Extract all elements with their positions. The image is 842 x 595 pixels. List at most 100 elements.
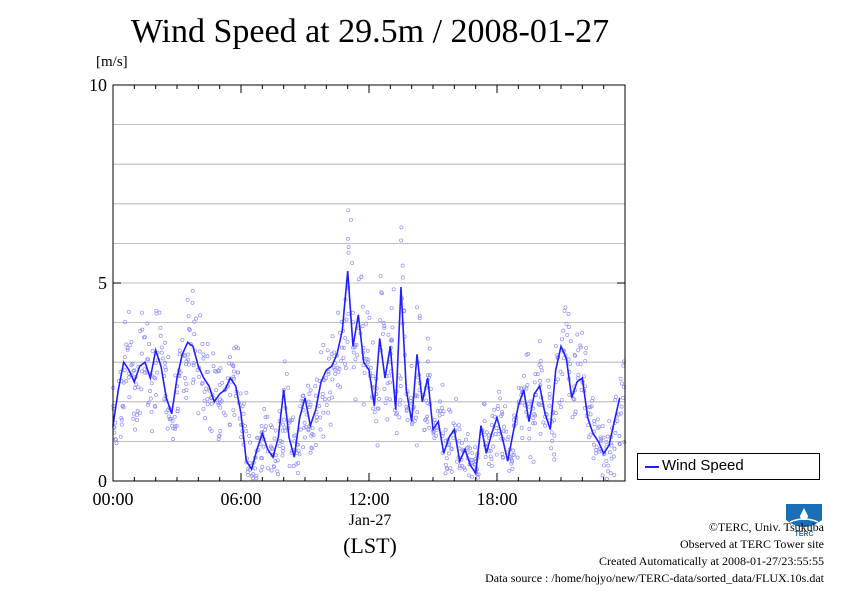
- data-point: [492, 407, 497, 412]
- data-point: [618, 376, 623, 381]
- data-point: [295, 471, 300, 475]
- data-point: [153, 404, 158, 409]
- data-point: [244, 390, 249, 395]
- data-point: [263, 427, 268, 432]
- data-point: [415, 394, 420, 399]
- data-point: [330, 377, 335, 382]
- data-point: [283, 428, 288, 433]
- data-point: [538, 431, 543, 436]
- data-point: [388, 397, 392, 402]
- data-point: [404, 404, 409, 409]
- data-point: [443, 427, 448, 432]
- data-point: [231, 369, 236, 374]
- chart-title: Wind Speed at 29.5m / 2008-01-27: [130, 13, 610, 50]
- data-point: [136, 385, 141, 390]
- data-point: [138, 410, 143, 415]
- data-point: [194, 316, 198, 321]
- data-point: [554, 343, 558, 348]
- data-point: [602, 463, 606, 468]
- data-point: [150, 429, 155, 434]
- data-point: [336, 310, 341, 315]
- data-point: [470, 450, 475, 455]
- data-point: [350, 260, 355, 265]
- data-point: [453, 423, 457, 428]
- data-point: [223, 413, 228, 418]
- data-point: [446, 451, 451, 456]
- data-point: [148, 389, 153, 393]
- data-point: [306, 427, 311, 431]
- data-point: [576, 348, 581, 353]
- data-point: [425, 373, 430, 378]
- data-point: [389, 306, 394, 311]
- data-point: [449, 446, 454, 451]
- data-point: [306, 399, 311, 404]
- data-point: [526, 351, 530, 356]
- data-point: [576, 372, 581, 377]
- data-point: [365, 310, 370, 315]
- data-point: [454, 396, 459, 401]
- data-point: [520, 436, 525, 440]
- data-point: [287, 464, 292, 469]
- data-point: [114, 437, 118, 442]
- data-point: [448, 466, 453, 471]
- data-point: [619, 404, 624, 409]
- data-point: [184, 381, 189, 386]
- data-point: [355, 353, 360, 358]
- data-point: [605, 434, 610, 439]
- data-point: [400, 263, 405, 268]
- data-point: [427, 372, 432, 377]
- x-axis-timezone-label: (LST): [343, 533, 397, 558]
- data-point: [457, 439, 462, 444]
- data-point: [301, 445, 306, 450]
- data-point: [119, 417, 124, 422]
- data-point: [184, 395, 189, 400]
- data-point: [538, 365, 543, 370]
- data-point: [527, 436, 532, 441]
- data-point: [532, 380, 537, 385]
- x-tick-label: 18:00: [476, 489, 517, 509]
- data-point: [365, 360, 370, 365]
- data-point: [153, 376, 158, 381]
- data-point: [245, 470, 250, 475]
- data-point: [191, 377, 196, 382]
- data-point: [253, 466, 258, 471]
- data-point: [209, 428, 214, 433]
- data-point: [408, 395, 413, 400]
- data-point: [159, 350, 164, 355]
- data-point: [528, 399, 533, 404]
- data-point: [142, 335, 147, 340]
- data-point: [146, 357, 150, 362]
- data-point: [135, 418, 139, 423]
- data-point: [331, 365, 336, 370]
- data-point: [214, 388, 219, 393]
- data-point: [175, 409, 180, 414]
- data-point: [395, 411, 399, 416]
- data-point: [187, 328, 192, 332]
- grid-lines: [113, 124, 625, 442]
- data-point: [543, 423, 548, 428]
- data-point: [533, 372, 538, 376]
- data-point: [197, 374, 201, 379]
- data-point: [570, 415, 575, 420]
- data-point: [121, 380, 126, 385]
- data-point: [392, 408, 397, 413]
- data-point: [201, 352, 206, 357]
- data-point: [332, 367, 337, 372]
- data-point: [309, 445, 314, 450]
- data-point: [424, 416, 429, 421]
- data-point: [382, 387, 387, 391]
- data-point: [205, 369, 210, 374]
- data-point: [539, 368, 544, 373]
- data-point: [494, 452, 499, 457]
- data-point: [511, 448, 516, 453]
- data-point: [433, 433, 438, 438]
- data-point: [496, 432, 501, 437]
- data-point: [236, 346, 241, 351]
- data-point: [349, 217, 353, 222]
- data-point: [547, 395, 552, 400]
- data-point: [465, 432, 470, 437]
- data-point: [346, 311, 351, 316]
- data-point: [385, 417, 390, 422]
- data-point: [122, 355, 127, 360]
- data-point: [332, 350, 337, 355]
